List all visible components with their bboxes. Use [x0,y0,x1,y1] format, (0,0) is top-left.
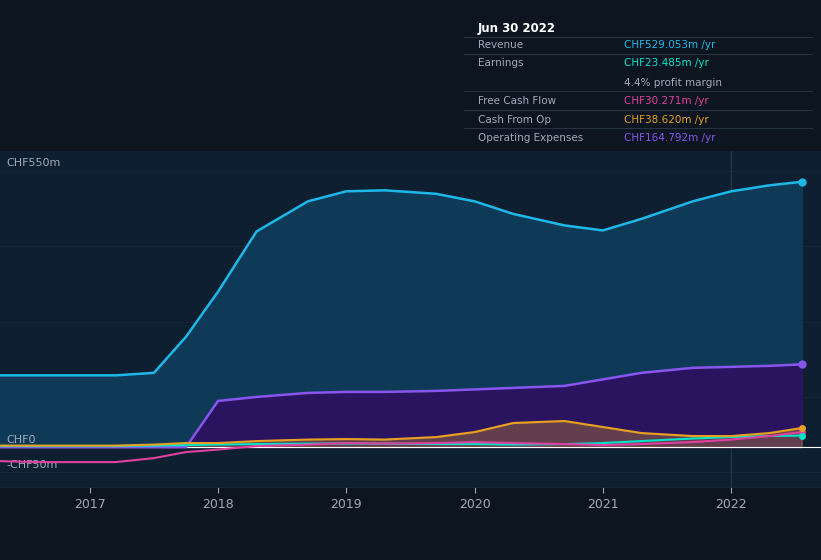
Text: CHF23.485m /yr: CHF23.485m /yr [624,58,709,68]
Text: Revenue: Revenue [478,40,523,50]
Text: -CHF50m: -CHF50m [7,460,58,470]
Text: CHF0: CHF0 [7,436,36,445]
Text: 4.4% profit margin: 4.4% profit margin [624,78,722,87]
Text: Jun 30 2022: Jun 30 2022 [478,22,556,35]
Text: Free Cash Flow: Free Cash Flow [478,96,556,106]
Text: CHF164.792m /yr: CHF164.792m /yr [624,133,716,143]
Text: Operating Expenses: Operating Expenses [478,133,583,143]
Text: CHF38.620m /yr: CHF38.620m /yr [624,115,709,125]
Text: Cash From Op: Cash From Op [478,115,551,125]
Text: CHF550m: CHF550m [7,158,61,168]
Text: Earnings: Earnings [478,58,523,68]
Text: CHF30.271m /yr: CHF30.271m /yr [624,96,709,106]
Text: CHF529.053m /yr: CHF529.053m /yr [624,40,716,50]
